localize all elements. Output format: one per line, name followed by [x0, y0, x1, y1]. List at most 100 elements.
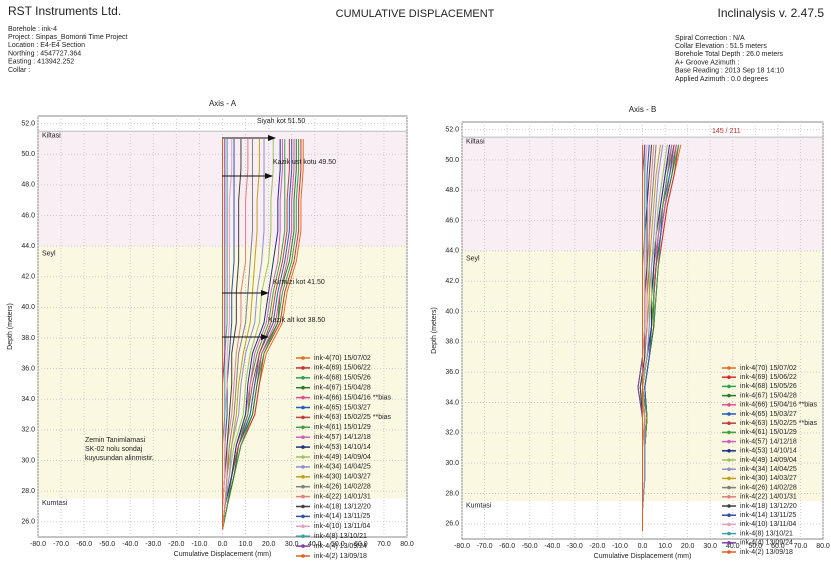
legend-marker [301, 395, 305, 400]
legend-marker [301, 376, 305, 380]
legend-marker [301, 484, 305, 489]
legend-marker [301, 534, 305, 538]
legend-label: ink-4(4) 13/09/24 [740, 540, 793, 547]
y-tick-label: 52.0 [21, 120, 35, 127]
legend-label: ink-4(68) 15/05/26 [740, 383, 797, 390]
x-tick-label: -70.0 [477, 543, 493, 550]
x-tick-label: 80.0 [400, 541, 414, 548]
legend-marker [727, 522, 731, 527]
legend-label: ink-4(57) 14/12/18 [740, 438, 797, 445]
annotation: Siyah kot 51.50 [257, 118, 305, 125]
x-tick-label: -20.0 [589, 543, 605, 550]
legend-marker [301, 455, 305, 459]
legend-label: ink-4(68) 15/05/26 [314, 375, 371, 382]
y-tick-label: 46.0 [445, 217, 459, 224]
legend-marker [727, 412, 731, 416]
legend-label: ink-4(67) 15/04/28 [314, 385, 371, 392]
legend-marker [727, 458, 731, 462]
legend-marker [301, 554, 305, 558]
zone-label: Kumtasi [42, 500, 68, 507]
legend-marker [727, 476, 731, 481]
x-tick-label: 30.0 [703, 543, 717, 550]
info-right: Borehole Total Depth : 26.0 meters [675, 51, 784, 58]
zone-label: Kiltasi [42, 133, 61, 140]
legend-marker [727, 550, 731, 554]
legend-marker [301, 415, 305, 420]
series-line [639, 144, 664, 532]
legend-label: ink-4(67) 15/04/28 [740, 392, 797, 399]
x-tick-label: -40.0 [544, 543, 560, 550]
x-tick-label: 30.0 [285, 541, 299, 548]
x-tick-label: 70.0 [377, 541, 391, 548]
legend-marker [727, 384, 731, 389]
y-tick-label: 44.0 [445, 248, 459, 255]
legend-marker [301, 435, 305, 440]
legend-label: ink-4(22) 14/01/31 [740, 494, 797, 501]
legend-label: ink-4(57) 14/12/18 [314, 434, 371, 441]
x-tick-label: 10.0 [658, 543, 672, 550]
legend-marker [727, 403, 731, 407]
legend-label: ink-4(34) 14/04/25 [740, 466, 797, 473]
x-tick-label: -60.0 [499, 543, 515, 550]
legend-marker [727, 541, 731, 545]
x-tick-label: 50.0 [749, 543, 763, 550]
x-tick-label: 10.0 [239, 541, 253, 548]
legend-marker [727, 504, 731, 508]
legend-marker [301, 514, 305, 519]
x-tick-label: -60.0 [76, 541, 92, 548]
y-tick-label: 36.0 [445, 369, 459, 376]
y-tick-label: 32.0 [21, 427, 35, 434]
legend-label: ink-4(14) 13/11/25 [314, 513, 370, 520]
info-right: A+ Groove Azimuth : [675, 59, 739, 66]
note: SK-02 nolu sondaj [85, 446, 143, 453]
legend-marker [301, 494, 305, 499]
legend-label: ink-4(61) 15/01/29 [314, 424, 371, 431]
legend-marker [727, 393, 731, 398]
y-axis-label: Depth (meters) [7, 303, 14, 350]
annotation: Kazik alt kot 38.50 [268, 317, 325, 324]
y-tick-label: 50.0 [21, 151, 35, 158]
y-axis-label: Depth (meters) [431, 307, 438, 354]
x-tick-label: -10.0 [612, 543, 628, 550]
legend-marker [301, 544, 305, 548]
x-tick-label: 70.0 [794, 543, 808, 550]
legend-label: ink-4(22) 14/01/31 [314, 493, 371, 500]
info-left: Project : Sinpas_Bomonti Time Project [8, 34, 127, 41]
x-tick-label: -30.0 [145, 541, 161, 548]
legend-marker [727, 513, 731, 517]
legend-label: ink-4(63) 15/02/25 **bias [314, 414, 392, 421]
legend-marker [301, 465, 305, 469]
legend-marker [727, 439, 731, 444]
legend-marker [301, 366, 305, 370]
info-left: Northing : 4547727.364 [8, 50, 81, 57]
series-line [222, 138, 233, 530]
x-tick-label: 60.0 [771, 543, 785, 550]
y-tick-label: 44.0 [21, 243, 35, 250]
info-left: Easting : 413942.252 [8, 59, 74, 66]
legend-label: ink-4(53) 14/10/14 [740, 448, 797, 455]
info-right: Collar Elevation : 51.5 meters [675, 43, 767, 50]
legend-marker [301, 524, 305, 529]
y-tick-label: 34.0 [445, 399, 459, 406]
annotation: Kirmizi kot 41.50 [273, 279, 325, 286]
legend-label: ink-4(2) 13/09/18 [740, 549, 793, 556]
legend-marker [301, 385, 305, 390]
legend-label: ink-4(34) 14/04/25 [314, 464, 371, 471]
y-tick-label: 50.0 [445, 157, 459, 164]
info-right: Base Reading : 2013 Sep 18 14:10 [675, 68, 784, 75]
y-tick-label: 28.0 [445, 490, 459, 497]
y-tick-label: 30.0 [445, 460, 459, 467]
x-tick-label: 80.0 [816, 543, 830, 550]
zone-label: Seyl [42, 251, 56, 258]
series-line [222, 138, 249, 530]
legend-label: ink-4(8) 13/10/21 [740, 530, 793, 537]
info-left: Borehole : ink-4 [8, 26, 57, 33]
x-tick-label: 20.0 [681, 543, 695, 550]
legend-marker [727, 430, 731, 435]
company: RST Instruments Ltd. [8, 4, 121, 18]
legend-label: ink-4(70) 15/07/02 [314, 355, 371, 362]
legend-label: ink-4(49) 14/09/04 [314, 454, 371, 461]
annotation: Kazik ust kotu 49.50 [273, 159, 336, 166]
legend-marker [727, 421, 731, 426]
